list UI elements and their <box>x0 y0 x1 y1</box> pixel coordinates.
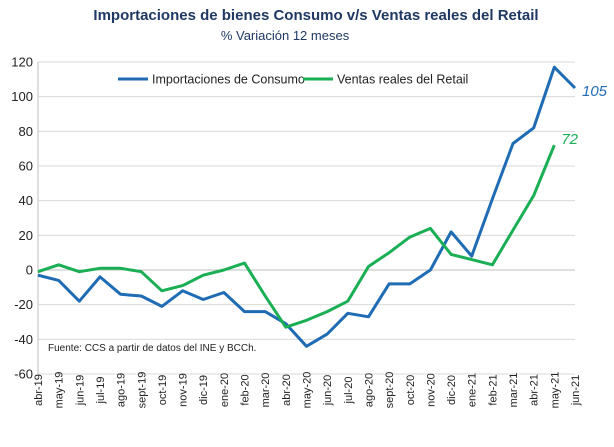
x-tick-label: ene-21 <box>467 373 479 407</box>
x-tick-label: may-19 <box>54 372 66 409</box>
y-tick-label: 0 <box>26 263 33 278</box>
x-tick-label: jun-21 <box>570 375 582 407</box>
x-tick-label: jul-19 <box>95 377 107 405</box>
x-tick-label: feb-20 <box>240 374 252 405</box>
gridlines <box>37 61 575 375</box>
x-tick-label: may-21 <box>549 372 561 409</box>
y-tick-label: 120 <box>11 55 33 70</box>
legend-label: Ventas reales del Retail <box>337 73 468 87</box>
x-tick-label: abr-20 <box>281 374 293 406</box>
y-tick-label: 20 <box>19 228 33 243</box>
x-tick-label: oct-20 <box>405 375 417 406</box>
y-tick-label: 100 <box>11 89 33 104</box>
series: 105 72 <box>37 65 608 348</box>
x-tick-label: sept-20 <box>384 372 396 409</box>
x-tick-label: jun-20 <box>322 375 334 407</box>
series-line-ventas <box>37 144 556 329</box>
x-tick-label: may-20 <box>302 372 314 409</box>
x-tick-label: ago-19 <box>116 373 128 407</box>
x-tick-label: ene-20 <box>219 373 231 407</box>
y-tick-label: 60 <box>19 159 33 174</box>
y-tick-label: 40 <box>19 193 33 208</box>
x-tick-label: sept-19 <box>136 372 148 409</box>
legend: Importaciones de Consumo Ventas reales de… <box>118 73 468 87</box>
end-value-label: 105 <box>582 83 608 100</box>
y-tick-label: -40 <box>14 332 33 347</box>
x-tick-label: jun-19 <box>74 375 86 407</box>
x-tick-label: abr-21 <box>529 374 541 406</box>
y-tick-label: 80 <box>19 124 33 139</box>
x-tick-label: ago-20 <box>363 373 375 407</box>
x-tick-label: abr-19 <box>33 374 45 406</box>
y-tick-label: -60 <box>14 367 33 382</box>
x-tick-label: jul-20 <box>343 377 355 405</box>
y-tick-label: -20 <box>14 297 33 312</box>
x-tick-label: nov-20 <box>425 373 437 407</box>
x-tick-label: nov-19 <box>178 373 190 407</box>
chart-subtitle: % Variación 12 meses <box>221 28 350 43</box>
chart-title: Importaciones de bienes Consumo v/s Vent… <box>93 7 538 24</box>
x-tick-label: mar-21 <box>508 373 520 408</box>
x-tick-label: mar-20 <box>260 373 272 408</box>
series-line-importaciones <box>37 65 577 348</box>
legend-label: Importaciones de Consumo <box>152 73 305 87</box>
x-tick-label: oct-19 <box>157 375 169 406</box>
x-axis: abr-19 may-19 jun-19 jul-19 ago-19 sept-19 oct… <box>33 372 582 409</box>
end-value-label: 72 <box>561 131 578 148</box>
x-tick-label: dic-20 <box>446 375 458 405</box>
x-tick-label: dic-19 <box>198 375 210 405</box>
x-tick-label: feb-21 <box>487 374 499 405</box>
source-note: Fuente: CCS a partir de datos del INE y … <box>48 343 256 354</box>
y-axis: 120 100 80 60 40 20 0 -20 -40 -60 <box>11 55 33 382</box>
